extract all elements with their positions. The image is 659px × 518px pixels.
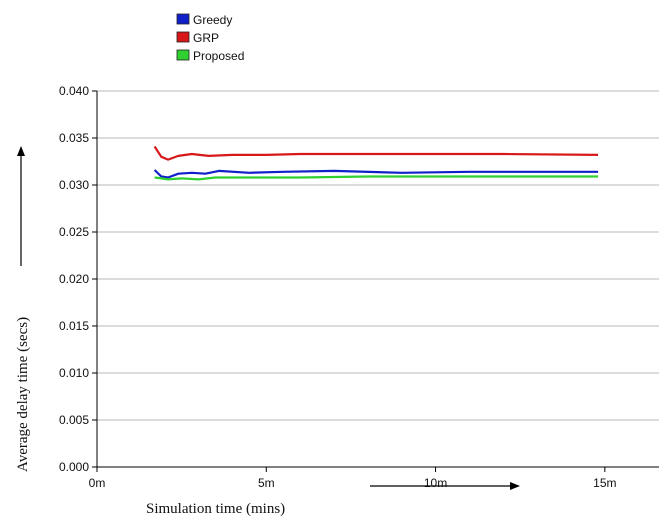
- x-tick-label: 0m: [89, 476, 106, 490]
- series-lines: [153, 145, 599, 181]
- legend-label-greedy: Greedy: [193, 13, 232, 27]
- y-tick-label: 0.015: [59, 319, 89, 333]
- y-tick-label: 0.000: [59, 460, 89, 474]
- series-line-proposed: [154, 175, 599, 181]
- x-tick-label: 10m: [424, 476, 447, 490]
- x-tick-label: 15m: [593, 476, 616, 490]
- x-axis-title: Simulation time (mins): [146, 501, 285, 517]
- x-tick-label: 5m: [258, 476, 275, 490]
- y-axis-arrow: [17, 146, 25, 266]
- y-tick-label: 0.030: [59, 178, 89, 192]
- series-line-greedy: [153, 169, 599, 179]
- legend: Greedy GRP Proposed: [176, 13, 244, 63]
- legend-swatch-grp: [176, 31, 190, 43]
- y-tick-label: 0.020: [59, 272, 89, 286]
- y-tick-labels: 0.000 0.005 0.010 0.015 0.020 0.025 0.030 0.035…: [59, 84, 89, 474]
- y-tick-label: 0.040: [59, 84, 89, 98]
- legend-swatch-greedy: [176, 13, 190, 25]
- legend-label-proposed: Proposed: [193, 49, 244, 63]
- y-tick-label: 0.025: [59, 225, 89, 239]
- y-axis-title: Average delay time (secs): [15, 317, 31, 472]
- legend-swatch-proposed: [176, 49, 190, 61]
- x-tick-labels: 0m 5m 10m 15m: [89, 476, 617, 490]
- series-line-grp: [153, 145, 599, 161]
- legend-label-grp: GRP: [193, 31, 219, 45]
- gridlines: [92, 90, 659, 472]
- y-tick-label: 0.010: [59, 366, 89, 380]
- axes: [96, 91, 659, 468]
- x-axis-arrow: [370, 482, 520, 490]
- y-tick-label: 0.035: [59, 131, 89, 145]
- y-tick-label: 0.005: [59, 413, 89, 427]
